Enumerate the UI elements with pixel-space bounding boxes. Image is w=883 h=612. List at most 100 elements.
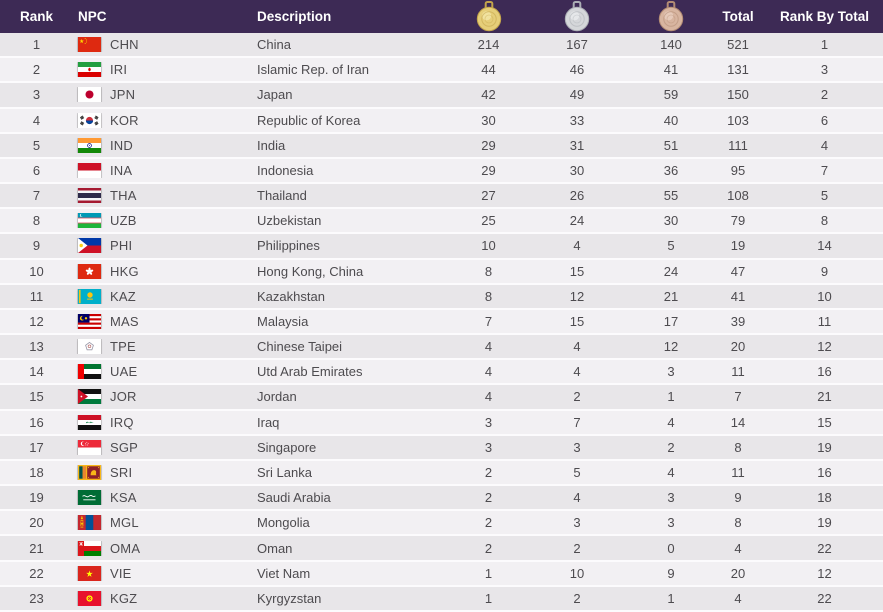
table-row[interactable]: 17 SGP Singapore 3 3 2 8 19 [0,435,883,461]
silver-count: 3 [573,515,581,531]
flag-irq-icon [78,414,101,430]
table-row[interactable]: 4 KOR Republic of Korea 30 33 40 103 6 [0,108,883,134]
description-cell: Utd Arab Emirates [257,364,363,380]
total-count: 103 [727,112,749,128]
npc-cell: MGL [73,515,240,531]
table-row[interactable]: 15 JOR Jordan 4 2 1 7 21 [0,385,883,411]
table-row[interactable]: 12 MAS Malaysia 7 15 17 39 11 [0,309,883,336]
npc-cell: JPN [73,87,240,103]
total-count: 39 [730,313,746,329]
bronze-count: 30 [663,213,679,229]
bronze-count: 21 [663,288,679,304]
rank-cell: 16 [29,414,44,430]
table-row[interactable]: 11 KAZ Kazakhstan 8 12 21 41 10 [0,284,883,310]
gold-count: 7 [484,313,493,329]
table-row[interactable]: 13 TPE Chinese Taipei 4 4 12 20 12 [0,335,883,361]
gold-count: 4 [484,339,493,355]
bronze-count: 59 [663,87,679,103]
rank-cell: 4 [32,112,41,128]
table-row[interactable]: 6 INA Indonesia 29 30 36 95 7 [0,158,883,185]
silver-count: 31 [569,137,585,153]
total-count: 111 [728,137,748,153]
npc-cell: JOR [73,389,240,405]
rank-cell: 9 [32,238,41,254]
total-count: 150 [727,87,749,103]
total-count: 7 [734,389,742,405]
bronze-count: 12 [663,339,679,355]
description-cell: Viet Nam [257,565,311,581]
rank-cell: 14 [29,364,44,380]
npc-cell: PHI [73,238,240,254]
table-row[interactable]: 9 PHI Philippines 10 4 5 19 14 [0,234,883,260]
bronze-count: 3 [667,364,675,380]
gold-count: 25 [481,213,496,229]
rank-cell: 19 [29,490,44,506]
table-row[interactable]: 8 UZB Uzbekistan 25 24 30 79 8 [0,209,883,235]
total-count: 108 [727,188,749,204]
table-row[interactable]: 21 OMA Oman 2 2 0 4 22 [0,536,883,562]
rank-by-total-cell: 14 [817,238,832,254]
table-row[interactable]: 22 VIE Viet Nam 1 10 9 20 12 [0,561,883,587]
table-row[interactable]: 18 SRI Sri Lanka 2 5 4 11 16 [0,460,883,487]
flag-ksa-icon [78,490,101,506]
bronze-count: 140 [660,37,682,53]
npc-cell: OMA [73,540,240,556]
rank-cell: 1 [32,37,41,53]
table-row[interactable]: 1 CHN China 214 167 140 521 1 [0,33,883,59]
total-count: 131 [727,62,749,78]
column-header-npc: NPC [78,9,107,24]
table-row[interactable]: 2 IRI Islamic Rep. of Iran 44 46 41 131 3 [0,58,883,84]
flag-sgp-icon [78,439,101,455]
table-row[interactable]: 20 MGL Mongolia 2 3 3 8 19 [0,511,883,537]
silver-count: 49 [569,87,585,103]
rank-by-total-cell: 10 [817,288,832,304]
table-row[interactable]: 19 KSA Saudi Arabia 2 4 3 9 18 [0,486,883,512]
npc-code: THA [110,188,137,204]
rank-by-total-cell: 2 [820,87,829,103]
table-row[interactable]: 16 IRQ Iraq 3 7 4 14 15 [0,410,883,436]
silver-count: 30 [569,162,585,178]
bronze-count: 3 [667,490,675,506]
npc-cell: MAS [73,313,240,329]
rank-cell: 17 [29,439,44,455]
rank-by-total-cell: 16 [817,364,832,380]
total-count: 8 [734,515,742,531]
flag-iri-icon [78,62,101,78]
flag-sri-icon [78,465,101,480]
npc-code: KOR [110,112,139,128]
npc-code: IRI [110,62,128,78]
table-row[interactable]: 3 JPN Japan 42 49 59 150 2 [0,83,883,109]
rank-cell: 5 [32,137,41,153]
npc-code: HKG [110,263,139,279]
rank-cell: 20 [29,515,44,531]
npc-code: IRQ [110,414,134,430]
npc-cell: KOR [73,112,240,128]
bronze-count: 3 [667,515,675,531]
table-row[interactable]: 23 KGZ Kyrgyzstan 1 2 1 4 22 [0,586,883,612]
table-body: 1 CHN China 214 167 140 521 1 2 IRI Islamic Rep. o… [0,33,883,612]
table-row[interactable]: 14 UAE Utd Arab Emirates 4 4 3 11 16 [0,360,883,386]
flag-uae-icon [78,364,101,380]
gold-count: 2 [484,515,493,531]
table-row[interactable]: 10 HKG Hong Kong, China 8 15 24 47 9 [0,259,883,285]
gold-count: 214 [477,37,500,53]
npc-code: JOR [110,389,137,405]
rank-by-total-cell: 15 [817,414,832,430]
silver-count: 4 [573,490,581,506]
npc-cell: UZB [73,213,240,229]
rank-by-total-cell: 19 [817,515,832,531]
total-count: 14 [730,414,746,430]
description-cell: Malaysia [257,313,309,329]
gold-count: 2 [484,490,493,506]
npc-cell: IRQ [73,414,240,430]
description-cell: Hong Kong, China [257,263,364,279]
table-row[interactable]: 5 IND India 29 31 51 111 4 [0,133,883,159]
rank-cell: 7 [32,188,41,204]
npc-cell: CHN [73,37,240,53]
flag-mas-icon [78,313,101,329]
flag-ina-icon [78,162,101,178]
npc-cell: KSA [73,490,240,506]
bronze-count: 0 [667,540,675,556]
table-row[interactable]: 7 THA Thailand 27 26 55 108 5 [0,184,883,210]
